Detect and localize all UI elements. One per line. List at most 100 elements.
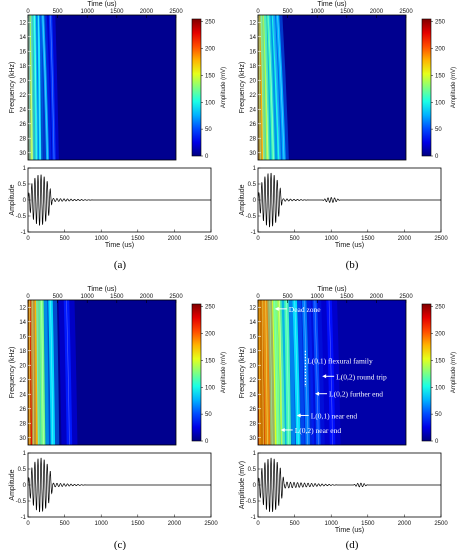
colorbar-tick-label: 250 — [435, 305, 446, 311]
waveform-y-tick-label: -1 — [251, 515, 257, 521]
waveform-trace — [27, 457, 211, 513]
waveform-y-tick-label: 0.5 — [18, 182, 27, 188]
colorbar-tick-label: 150 — [435, 358, 446, 364]
waveform-y-tick-label: 0.5 — [248, 467, 257, 473]
mode-band — [41, 15, 49, 160]
colorbar-tick-label: 0 — [205, 154, 209, 160]
annotation-arrow-head — [322, 374, 327, 379]
mode-band — [63, 300, 73, 445]
spectrogram — [258, 15, 406, 160]
waveform-x-tick-label: 2500 — [204, 521, 218, 527]
mode-ridge — [41, 300, 44, 445]
annotation-label: L(0,1) near end — [311, 411, 358, 420]
waveform-x-tick-label: 1500 — [131, 521, 145, 527]
mode-ridge — [50, 300, 54, 445]
x-tick-label: 2000 — [370, 9, 384, 15]
y-tick-label: 22 — [249, 378, 256, 384]
x-tick-label: 2000 — [140, 9, 154, 15]
waveform-x-tick-label: 2000 — [398, 521, 412, 527]
waveform-x-tick-label: 500 — [60, 521, 71, 527]
colorbar-label: Amplitude (mV) — [221, 67, 227, 108]
mode-ridge — [268, 15, 274, 160]
waveform-y-axis-title: Amplitude — [9, 184, 16, 215]
y-tick-label: 12 — [19, 305, 26, 311]
waveform-x-tick-label: 2000 — [168, 236, 182, 242]
colorbar — [191, 303, 202, 442]
panel-4: Dead zone L(0,1) flexural family L(0,2) ro… — [239, 286, 457, 550]
waveform-y-tick-label: -1 — [21, 515, 27, 521]
mode-ridge — [328, 300, 333, 445]
y-tick-label: 28 — [249, 136, 256, 142]
x-tick-label: 0 — [26, 9, 30, 15]
x-tick-label: 2000 — [370, 294, 384, 300]
waveform-y-axis-title: Amplitude (mV) — [239, 461, 246, 509]
x-tick-label: 500 — [283, 9, 294, 15]
x-tick-label: 0 — [256, 294, 260, 300]
colorbar-tick-label: 50 — [205, 412, 212, 418]
waveform-x-tick-label: 1000 — [95, 236, 109, 242]
y-tick-label: 20 — [249, 78, 256, 84]
annotation-arrow-head — [280, 427, 285, 432]
waveform-x-tick-label: 1000 — [325, 521, 339, 527]
waveform-x-tick-label: 0 — [256, 236, 260, 242]
colorbar-tick-label: 250 — [205, 305, 216, 311]
mode-band — [301, 300, 310, 445]
y-tick-label: 16 — [19, 49, 26, 55]
y-tick-label: 16 — [19, 334, 26, 340]
y-tick-label: 18 — [249, 64, 256, 70]
colorbar-tick-label: 0 — [205, 439, 209, 445]
mode-ridge — [277, 15, 285, 160]
colorbar-tick-label: 150 — [205, 358, 216, 364]
colorbar-tick-label: 150 — [205, 73, 216, 79]
x-tick-label: 1000 — [81, 9, 95, 15]
waveform-trace — [257, 457, 441, 512]
waveform-x-axis-title: Time (us) — [335, 242, 364, 249]
waveform-x-axis-title: Time (us) — [335, 527, 364, 534]
mode-ridge — [38, 15, 41, 160]
y-tick-label: 30 — [249, 151, 256, 157]
spectrogram — [28, 15, 176, 160]
y-tick-label: 18 — [249, 349, 256, 355]
waveform-x-tick-label: 2500 — [204, 236, 218, 242]
y-tick-label: 22 — [249, 93, 256, 99]
y-tick-label: 26 — [249, 407, 256, 413]
y-tick-label: 12 — [249, 20, 256, 26]
waveform-y-tick-label: 0 — [253, 198, 257, 204]
mode-ridge — [42, 15, 48, 160]
waveform-y-tick-label: 1 — [23, 451, 27, 457]
colorbar-tick-label: 250 — [435, 20, 446, 26]
mode-ridge — [286, 300, 290, 445]
colorbar-tick-label: 50 — [435, 127, 442, 133]
waveform-y-tick-label: 0.5 — [248, 182, 257, 188]
waveform-x-tick-label: 0 — [26, 236, 30, 242]
annotation-label: L(0,2) further end — [329, 390, 383, 399]
waveform-y-tick-label: 0 — [253, 483, 257, 489]
y-tick-label: 20 — [249, 363, 256, 369]
y-tick-label: 24 — [249, 392, 256, 398]
x-tick-label: 2500 — [399, 9, 413, 15]
x-tick-label: 1500 — [110, 9, 124, 15]
y-axis-title: Frequency (kHz) — [239, 62, 246, 114]
waveform-y-tick-label: 1 — [253, 451, 257, 457]
y-tick-label: 20 — [19, 363, 26, 369]
waveform-y-tick-label: -1 — [251, 230, 257, 236]
mode-band — [284, 300, 291, 445]
mode-band — [292, 300, 301, 445]
waveform-x-tick-label: 500 — [60, 236, 71, 242]
waveform-x-tick-label: 0 — [256, 521, 260, 527]
colorbar-label: Amplitude (mV) — [451, 352, 457, 393]
mode-ridge — [66, 300, 70, 445]
y-tick-label: 12 — [249, 305, 256, 311]
y-tick-label: 12 — [19, 20, 26, 26]
waveform-y-tick-label: 1 — [23, 166, 27, 172]
y-tick-label: 28 — [249, 421, 256, 427]
x-tick-label: 2500 — [169, 294, 183, 300]
x-tick-label: 1500 — [340, 294, 354, 300]
x-tick-label: 0 — [26, 294, 30, 300]
waveform-trace — [257, 172, 441, 228]
y-tick-label: 26 — [19, 407, 26, 413]
colorbar-tick-label: 100 — [205, 385, 216, 391]
